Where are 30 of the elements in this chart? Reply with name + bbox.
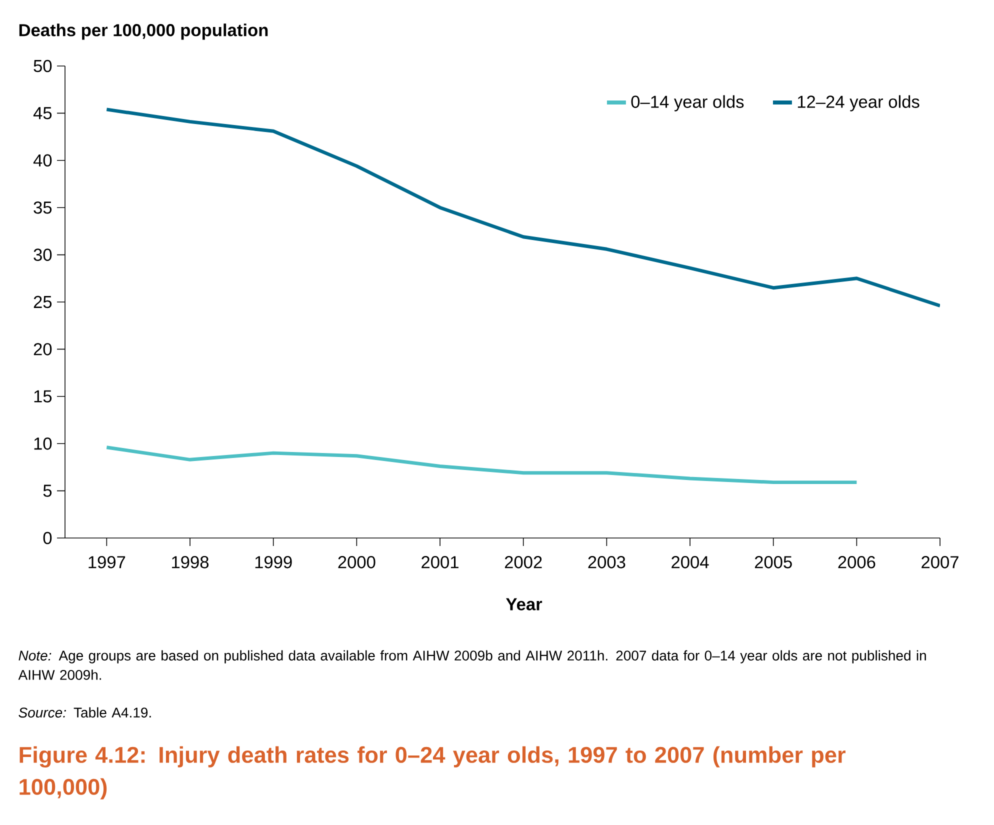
y-tick-label: 50 xyxy=(34,60,52,72)
x-tick-label: 2001 xyxy=(422,556,458,568)
y-tick-label: 25 xyxy=(34,296,52,308)
x-tick-label: 2002 xyxy=(504,556,542,568)
y-tick-label: 10 xyxy=(34,437,52,450)
y-tick-label: 40 xyxy=(33,154,52,167)
y-tick-label: 30 xyxy=(34,248,52,261)
y-tick-label: 5 xyxy=(43,484,52,497)
y-axis-title: Deaths per 100,000 population xyxy=(19,24,268,40)
text: Note: Age groups are based on published data available from AIHW 2009b and AIHW 2011h. 2007 data for 0–14 year olds are not published in AIHW 2009h. xyxy=(18,650,926,680)
x-tick-label: 1999 xyxy=(255,556,292,568)
x-tick-label: 2006 xyxy=(838,556,876,568)
y-tick-label: 45 xyxy=(33,107,52,120)
x-tick-label: 2003 xyxy=(588,556,626,568)
x-tick-label: 2004 xyxy=(672,556,709,568)
line-series xyxy=(104,446,858,484)
x-tick-label: 2000 xyxy=(338,556,376,568)
x-tick-label: 1997 xyxy=(88,556,126,568)
text: Figure 4.12: Injury death rates for 0–24 year olds, 1997 to 2007 (number per 100,000) xyxy=(20,746,846,800)
legend-label: 0–14 year olds xyxy=(631,95,744,112)
y-tick-label: 15 xyxy=(34,390,52,402)
x-tick-label: 2005 xyxy=(754,556,792,568)
legend-label: 12–24 year olds xyxy=(798,95,920,112)
x-tick-label: 2007 xyxy=(922,556,958,568)
y-tick-label: 35 xyxy=(34,201,52,214)
x-tick-label: 1998 xyxy=(172,556,209,568)
text: Source: Table A4.19. xyxy=(18,707,151,718)
y-tick-label: 0 xyxy=(43,532,52,544)
x-axis-title: Year xyxy=(506,598,542,610)
y-tick-label: 20 xyxy=(34,343,52,356)
